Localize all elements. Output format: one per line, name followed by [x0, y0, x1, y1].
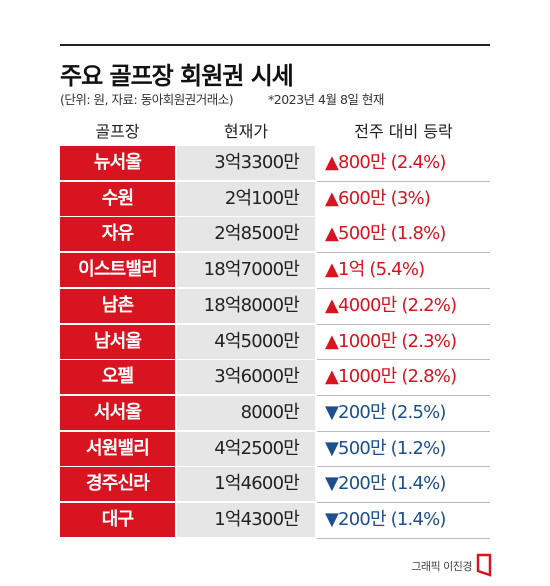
course-name: 경주신라	[60, 467, 175, 502]
column-header: 전주 대비 등락	[354, 122, 453, 141]
row-rule	[317, 323, 490, 325]
price: 18억8000만	[177, 288, 315, 323]
change: ▼200만 (2.5%)	[317, 395, 490, 430]
row-rule	[317, 216, 490, 218]
row-rule	[317, 502, 490, 504]
change: ▲500만 (1.8%)	[317, 217, 490, 252]
column-header: 현재가	[223, 122, 269, 141]
top-rule	[60, 44, 490, 46]
row-rule	[317, 537, 490, 539]
course-name: 서서울	[60, 395, 175, 430]
price: 3억3300만	[177, 146, 315, 180]
course-name: 뉴서울	[60, 146, 175, 180]
course-name: 자유	[60, 217, 175, 252]
course-name: 오펠	[60, 360, 175, 395]
row-rule	[317, 180, 490, 182]
price: 4억2500만	[177, 431, 315, 466]
row-rule	[317, 252, 490, 254]
row-rule	[317, 287, 490, 289]
price: 4억5000만	[177, 324, 315, 359]
course-name: 대구	[60, 503, 175, 537]
title: 주요 골프장 회원권 시세	[60, 62, 294, 90]
logo	[476, 553, 492, 577]
course-name: 수원	[60, 181, 175, 216]
course-name: 이스트밸리	[60, 253, 175, 288]
price: 3억6000만	[177, 360, 315, 395]
price: 2억8500만	[177, 217, 315, 252]
change: ▲1억 (5.4%)	[317, 253, 490, 288]
credit: 그래픽 이진경	[411, 560, 472, 573]
course-name: 서원밸리	[60, 431, 175, 466]
course-name: 남촌	[60, 288, 175, 323]
change: ▲4000만 (2.2%)	[317, 288, 490, 323]
row-rule	[317, 466, 490, 468]
change: ▲1000만 (2.8%)	[317, 360, 490, 395]
date: *2023년 4월 8일 현재	[268, 92, 384, 107]
row-rule	[317, 395, 490, 396]
price: 2억100만	[177, 181, 315, 216]
change: ▲600만 (3%)	[317, 181, 490, 216]
price: 8000만	[177, 395, 315, 430]
change: ▼200만 (1.4%)	[317, 503, 490, 537]
course-name: 남서울	[60, 324, 175, 359]
source: (단위: 원, 자료: 동아회원권거래소)	[60, 92, 234, 107]
row-rule	[317, 430, 490, 432]
price: 18억7000만	[177, 253, 315, 288]
change: ▲800만 (2.4%)	[317, 146, 490, 180]
price: 1억4300만	[177, 503, 315, 537]
price: 1억4600만	[177, 467, 315, 502]
change: ▼200만 (1.4%)	[317, 467, 490, 502]
change: ▲1000만 (2.3%)	[317, 324, 490, 359]
change: ▼500만 (1.2%)	[317, 431, 490, 466]
row-rule	[317, 359, 490, 361]
column-header: 골프장	[95, 122, 140, 141]
